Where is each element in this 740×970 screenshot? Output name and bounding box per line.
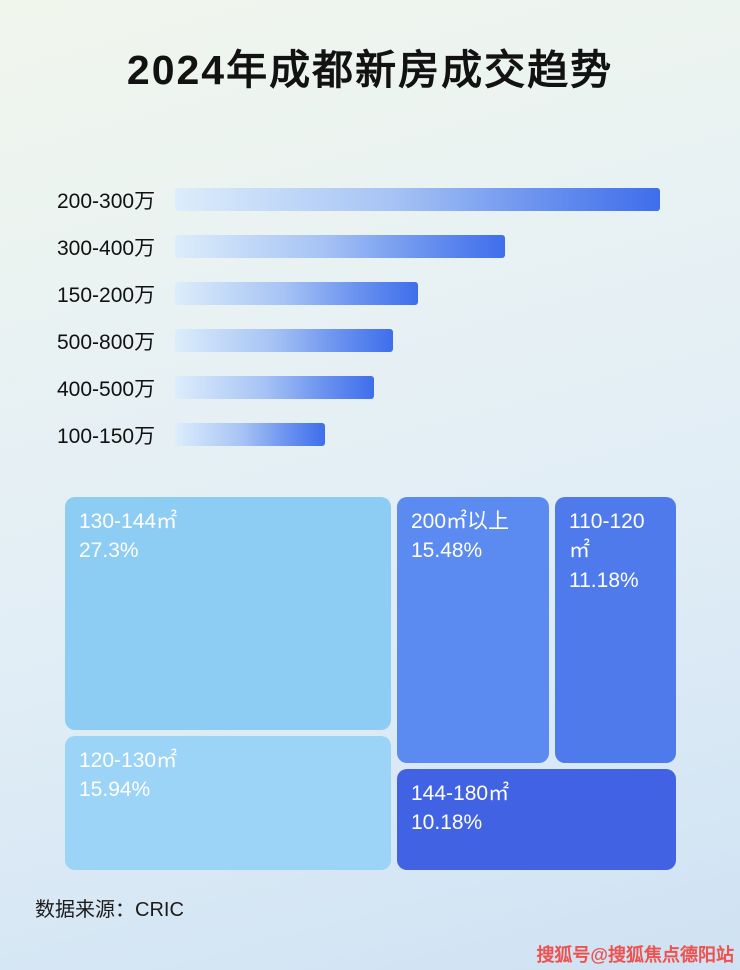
treemap-cell-144-180: 144-180㎡ 10.18% bbox=[397, 769, 676, 870]
treemap-label: 200㎡以上 bbox=[411, 510, 510, 533]
treemap-cell-130-144: 130-144㎡ 27.3% bbox=[65, 497, 391, 730]
treemap-value: 27.3% bbox=[79, 539, 139, 563]
bar-track bbox=[175, 376, 660, 399]
bar-row: 150-200万 bbox=[57, 270, 677, 317]
bar-category-label: 500-800万 bbox=[57, 330, 156, 354]
bar-row: 500-800万 bbox=[57, 317, 677, 364]
bar-track bbox=[175, 423, 660, 446]
price-bar-chart: 200-300万 300-400万 150-200万 500-800万 400-500万… bbox=[57, 176, 677, 458]
bar-row: 400-500万 bbox=[57, 364, 677, 411]
bar-row: 100-150万 bbox=[57, 411, 677, 458]
treemap-value: 15.48% bbox=[411, 539, 483, 563]
bar-row: 200-300万 bbox=[57, 176, 677, 223]
treemap-value: 10.18% bbox=[411, 811, 483, 835]
treemap-label: 110-120㎡ bbox=[569, 510, 645, 563]
treemap-cell-110-120: 110-120㎡ 11.18% bbox=[555, 497, 676, 763]
bar-row: 300-400万 bbox=[57, 223, 677, 270]
bar-track bbox=[175, 282, 660, 305]
bar-track bbox=[175, 188, 660, 211]
bar bbox=[175, 329, 394, 352]
bar-track bbox=[175, 235, 660, 258]
page-title: 2024年成都新房成交趋势 bbox=[126, 47, 614, 93]
bar bbox=[175, 376, 374, 399]
bar bbox=[175, 235, 505, 258]
treemap-label: 130-144㎡ bbox=[79, 510, 178, 533]
treemap-cell-120-130: 120-130㎡ 15.94% bbox=[65, 736, 391, 870]
treemap-value: 15.94% bbox=[79, 778, 151, 802]
treemap-value: 11.18% bbox=[569, 568, 639, 592]
bar-category-label: 100-150万 bbox=[57, 424, 156, 448]
bar-track bbox=[175, 329, 660, 352]
area-treemap: 130-144㎡ 27.3% 120-130㎡ 15.94% 200㎡以上 15… bbox=[65, 497, 676, 870]
bar bbox=[175, 188, 660, 211]
treemap-label: 120-130㎡ bbox=[79, 749, 178, 772]
bar-category-label: 200-300万 bbox=[57, 189, 156, 213]
watermark: 搜狐号@搜狐焦点德阳站 bbox=[536, 945, 734, 965]
treemap-cell-200-plus: 200㎡以上 15.48% bbox=[397, 497, 549, 763]
data-source-note: 数据来源：CRIC bbox=[35, 899, 184, 921]
bar bbox=[175, 423, 326, 446]
bar-category-label: 400-500万 bbox=[57, 377, 156, 401]
bar-category-label: 150-200万 bbox=[57, 283, 156, 307]
bar-category-label: 300-400万 bbox=[57, 236, 156, 260]
treemap-label: 144-180㎡ bbox=[411, 782, 510, 805]
bar bbox=[175, 282, 418, 305]
